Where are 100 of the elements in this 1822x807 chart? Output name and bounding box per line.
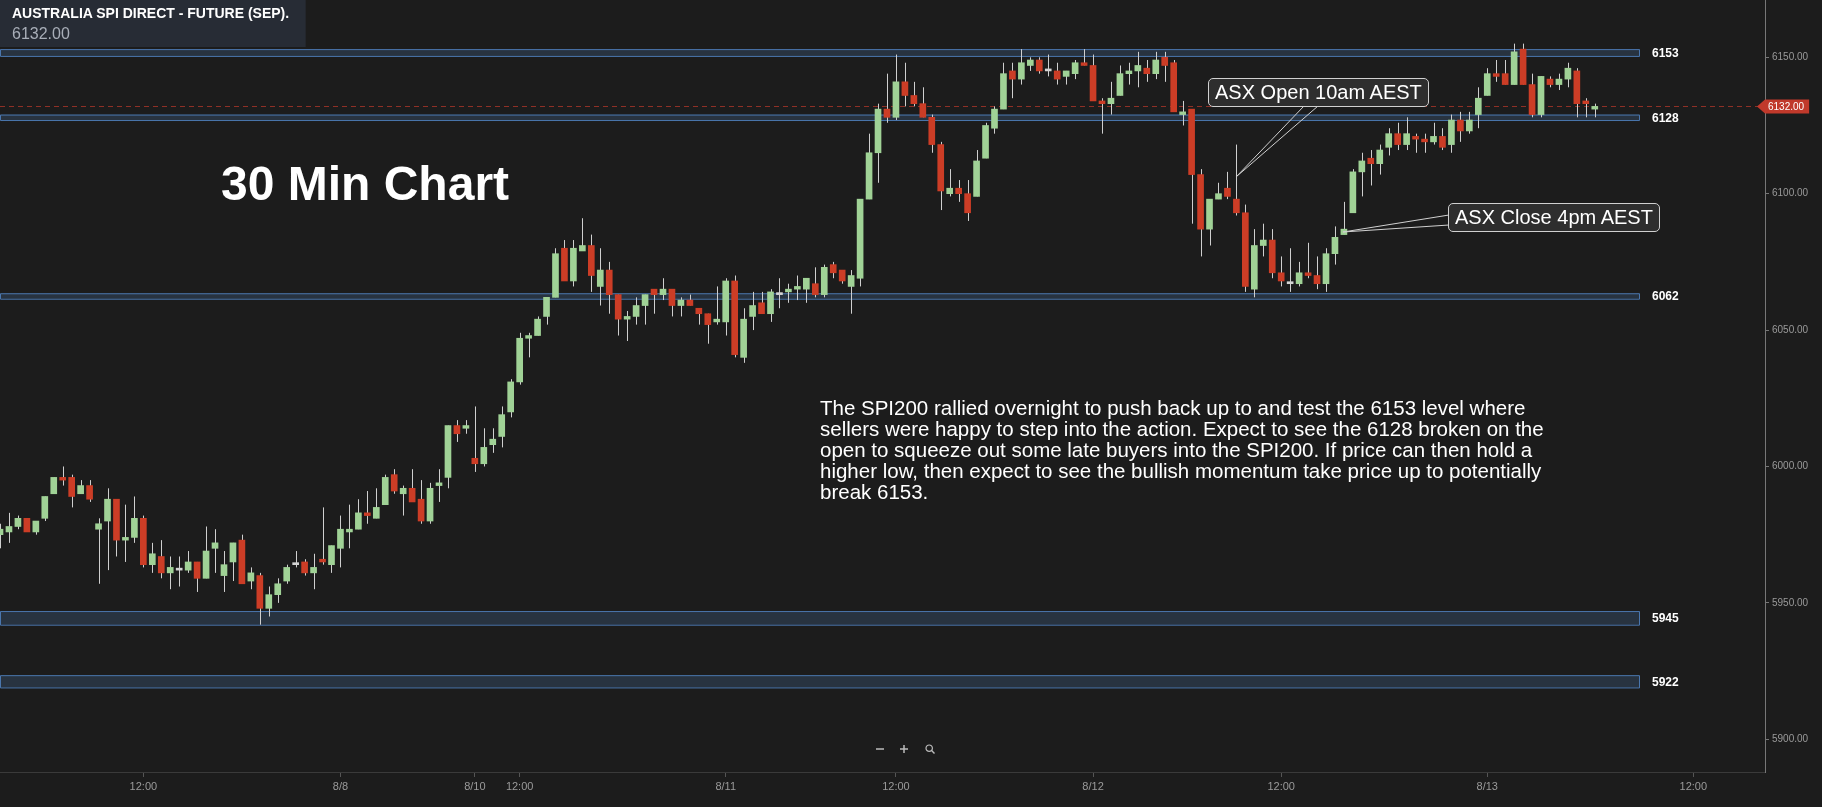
annotation: The SPI200 rallied overnight to push back up to and test the 6153 level where sellers were happy to step into the action. Expect to see the 6128 broken on the open to squeeze out some late buyers into the SPI200. If price can then hold a higher low, then expect to see the bullish momentum take price up to potentially break 6153. [820,396,1544,503]
candlestick [1421,133,1428,154]
candlestick [220,550,228,593]
band-label: 6062 [1652,289,1680,304]
candlestick [1376,144,1384,176]
candlestick [847,269,855,315]
y-tick-label: 5950.00 [1772,596,1809,608]
candlestick [758,291,765,315]
candlestick [803,277,810,304]
candlestick [86,479,93,503]
band-label: 6128 [1652,110,1680,125]
candlestick [1367,149,1375,186]
candlestick [1152,51,1160,80]
candlestick [283,564,291,585]
candlestick [1403,116,1410,151]
candlestick [811,266,819,298]
annotation: 30 Min Chart [221,157,510,210]
candlestick [1116,64,1124,96]
text: 6132.00 [12,25,70,43]
candlestick [704,313,712,345]
candlestick [1304,242,1312,279]
candlestick [1466,111,1473,135]
candlestick [1492,59,1500,83]
candlestick [337,515,344,568]
candlestick [41,495,49,522]
x-tick-label: 12:00 [129,779,158,792]
candlestick [453,419,461,443]
candlestick [1161,51,1169,83]
candlestick [390,468,398,495]
candlestick [543,296,550,326]
candlestick [785,283,792,304]
chart-title: AUSTRALIA SPI DIRECT - FUTURE (SEP). [12,4,290,21]
candlestick [310,553,317,590]
candlestick [1394,122,1401,151]
candlestick [193,561,201,593]
candlestick [148,542,156,574]
candlestick [632,296,640,326]
candlestick [489,427,497,454]
callout-bubble: ASX Close 4pm AEST [1448,203,1660,232]
candlestick [964,179,971,222]
candlestick [1483,67,1491,96]
candlestick [668,288,676,317]
candlestick [157,539,165,579]
y-tick-label: 6150.00 [1772,51,1809,63]
candlestick [68,474,76,508]
candlestick [1457,111,1464,143]
candlestick [166,556,174,590]
candlestick [1286,247,1294,293]
candlestick [1277,255,1285,287]
candlestick [1018,48,1025,86]
x-tick-label: 8/10 [464,779,486,792]
candlestick [59,465,67,487]
candlestick [104,487,111,571]
candlestick [1331,225,1339,266]
candlestick [525,332,532,358]
candlestick [1430,122,1437,146]
x-tick-label: 12:00 [1267,779,1295,792]
candlestick [480,427,488,467]
ref-line-label: 6132.00 [1768,101,1805,113]
candlestick [1259,223,1267,257]
x-tick-label: 8/12 [1082,779,1104,792]
candlestick [355,498,362,530]
x-tick-label: 8/8 [332,779,349,792]
candlestick [1143,59,1151,83]
candlestick [1224,171,1231,200]
x-tick-label: 12:00 [505,779,534,792]
candlestick [767,288,774,323]
candlestick [534,315,541,337]
candlestick [713,285,721,326]
candlestick [372,487,380,519]
candlestick [749,291,756,331]
candlestick [131,495,138,544]
band-label: 5945 [1652,611,1680,626]
candlestick [95,517,102,585]
candlestick [399,485,407,517]
candlestick [274,577,282,604]
candlestick [991,105,998,135]
candlestick [1439,127,1446,151]
candlestick [1295,261,1303,287]
candlestick [1412,133,1419,154]
y-tick-label: 6100.00 [1772,187,1809,199]
y-tick-label: 6000.00 [1772,460,1809,472]
candlestick [596,247,604,307]
band-label: 5922 [1652,674,1680,689]
candlestick [1385,127,1393,156]
y-tick-label: 5900.00 [1772,733,1809,745]
x-tick-label: 12:00 [1679,779,1708,792]
candlestick [910,81,918,107]
candlestick [1009,62,1016,99]
candlestick [122,504,129,563]
candlestick [946,168,954,197]
candlestick [1313,255,1321,290]
candlestick [641,294,649,326]
candlestick [579,217,586,252]
candlestick [1358,152,1366,197]
x-tick-label: 8/11 [715,779,737,792]
candlestick [319,506,326,566]
candlestick [1474,86,1482,129]
callout-bubble: ASX Open 10am AEST [1208,78,1429,107]
candlestick [364,490,371,525]
